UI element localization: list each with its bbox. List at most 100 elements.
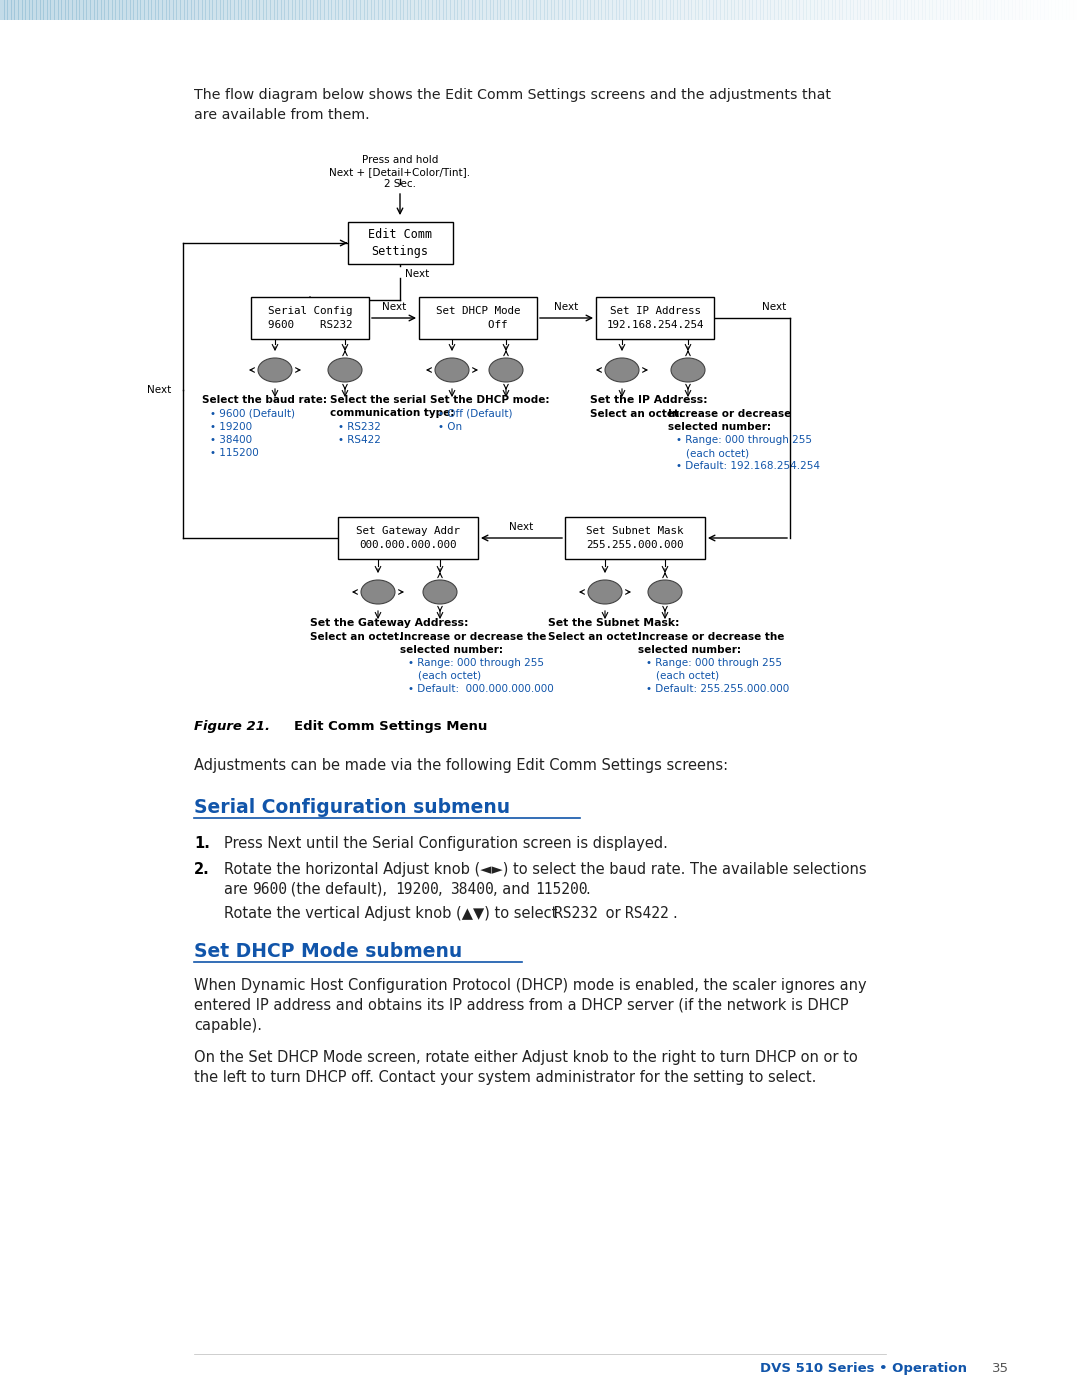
Bar	[302, 0, 307, 20]
Bar	[25, 0, 30, 20]
Bar	[637, 0, 642, 20]
Bar	[878, 0, 883, 20]
Text: Increase or decrease: Increase or decrease	[669, 409, 792, 419]
Bar	[551, 0, 555, 20]
Bar	[846, 0, 851, 20]
Bar	[893, 0, 897, 20]
Text: selected number:: selected number:	[669, 422, 771, 432]
Bar	[727, 0, 732, 20]
Text: 115200: 115200	[535, 882, 588, 897]
Bar	[51, 0, 55, 20]
Bar	[119, 0, 123, 20]
Bar	[1018, 0, 1024, 20]
Bar	[79, 0, 84, 20]
Bar	[583, 0, 588, 20]
Bar	[1023, 0, 1027, 20]
Text: • RS422: • RS422	[338, 434, 381, 446]
Bar	[670, 0, 674, 20]
Bar	[270, 0, 274, 20]
Text: • 115200: • 115200	[210, 448, 259, 458]
Bar	[83, 0, 87, 20]
Text: Next: Next	[147, 386, 171, 395]
Text: (each octet): (each octet)	[656, 671, 719, 680]
Bar	[338, 0, 343, 20]
Ellipse shape	[605, 358, 639, 381]
Bar	[335, 0, 339, 20]
Bar	[230, 0, 235, 20]
Bar	[932, 0, 937, 20]
Bar	[835, 0, 840, 20]
Bar	[882, 0, 887, 20]
Text: are available from them.: are available from them.	[194, 108, 369, 122]
Bar	[508, 0, 512, 20]
Bar	[759, 0, 765, 20]
Bar	[969, 0, 973, 20]
Text: 1.: 1.	[194, 835, 210, 851]
Text: Select an octet.: Select an octet.	[590, 409, 683, 419]
Bar	[529, 0, 534, 20]
Text: • Default:  000.000.000.000: • Default: 000.000.000.000	[408, 685, 554, 694]
Bar	[151, 0, 156, 20]
Bar	[990, 0, 995, 20]
Text: communication type:: communication type:	[330, 408, 455, 418]
Bar	[403, 0, 408, 20]
Text: • Range: 000 through 255: • Range: 000 through 255	[676, 434, 812, 446]
Bar	[248, 0, 253, 20]
Bar	[159, 0, 163, 20]
Bar	[543, 0, 549, 20]
Bar	[799, 0, 804, 20]
Bar	[450, 0, 455, 20]
Bar	[645, 0, 649, 20]
Bar	[710, 0, 714, 20]
Bar	[278, 0, 282, 20]
Bar	[842, 0, 847, 20]
Bar	[440, 0, 444, 20]
Bar	[11, 0, 15, 20]
Text: Set DHCP Mode
      Off: Set DHCP Mode Off	[435, 306, 521, 330]
Bar	[1029, 0, 1035, 20]
Bar	[90, 0, 95, 20]
Bar	[86, 0, 91, 20]
Bar	[764, 0, 768, 20]
Text: (each octet): (each octet)	[686, 448, 750, 458]
Bar	[386, 0, 390, 20]
Bar	[889, 0, 894, 20]
Bar	[662, 0, 667, 20]
Bar	[407, 0, 411, 20]
Bar	[464, 0, 469, 20]
Bar	[630, 0, 635, 20]
Bar	[699, 0, 703, 20]
Bar	[205, 0, 210, 20]
Bar	[619, 0, 624, 20]
Bar	[1069, 0, 1074, 20]
Bar	[594, 0, 598, 20]
Text: 2 Sec.: 2 Sec.	[384, 179, 416, 189]
Bar	[213, 0, 217, 20]
Bar	[116, 0, 120, 20]
FancyBboxPatch shape	[338, 517, 478, 559]
Bar	[813, 0, 819, 20]
Bar	[943, 0, 948, 20]
Bar	[446, 0, 451, 20]
Bar	[432, 0, 436, 20]
Text: • Default: 255.255.000.000: • Default: 255.255.000.000	[646, 685, 789, 694]
Bar	[612, 0, 617, 20]
Text: RS422: RS422	[625, 907, 669, 921]
Bar	[36, 0, 41, 20]
Bar	[1026, 0, 1030, 20]
Bar	[997, 0, 1002, 20]
Bar	[742, 0, 746, 20]
Text: Set Subnet Mask
255.255.000.000: Set Subnet Mask 255.255.000.000	[586, 527, 684, 549]
Bar	[299, 0, 303, 20]
Ellipse shape	[361, 580, 395, 604]
Bar	[252, 0, 257, 20]
Bar	[140, 0, 145, 20]
Bar	[824, 0, 829, 20]
Text: 19200: 19200	[395, 882, 438, 897]
Bar	[332, 0, 336, 20]
Ellipse shape	[423, 580, 457, 604]
Text: DVS 510 Series • Operation: DVS 510 Series • Operation	[760, 1362, 967, 1375]
Bar	[724, 0, 728, 20]
Bar	[1012, 0, 1016, 20]
Bar	[468, 0, 473, 20]
